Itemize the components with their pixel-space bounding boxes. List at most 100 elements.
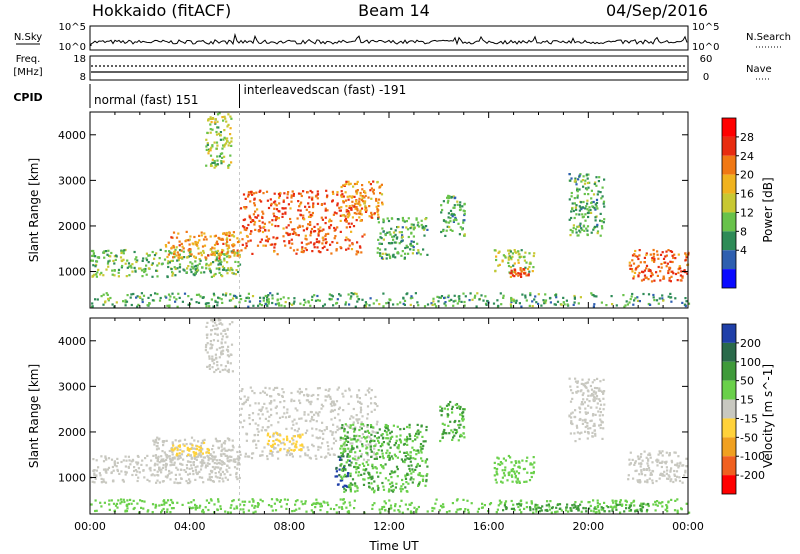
power-cell bbox=[234, 273, 237, 276]
power-cell bbox=[392, 303, 395, 306]
power-cell bbox=[521, 293, 524, 296]
velocity-cell bbox=[220, 353, 223, 356]
velocity-cell bbox=[264, 417, 267, 420]
velocity-cell bbox=[100, 481, 104, 484]
power-cell bbox=[502, 296, 505, 299]
power-cell bbox=[517, 261, 520, 264]
velocity-cell bbox=[497, 504, 500, 507]
velocity-cell bbox=[385, 431, 388, 434]
velocity-cell bbox=[647, 504, 650, 508]
power-cell bbox=[458, 208, 462, 212]
velocity-cell bbox=[215, 324, 218, 327]
velocity-cell bbox=[640, 469, 643, 472]
velocity-cell bbox=[453, 420, 456, 424]
power-cell bbox=[512, 264, 515, 267]
velocity-cell bbox=[605, 505, 608, 508]
velocity-cell bbox=[659, 502, 662, 505]
power-cell bbox=[651, 273, 654, 276]
velocity-cell bbox=[377, 441, 381, 444]
velocity-cell bbox=[216, 476, 219, 479]
velocity-cell bbox=[545, 504, 548, 507]
velocity-cell bbox=[119, 502, 122, 505]
velocity-cell bbox=[412, 478, 415, 481]
power-cell bbox=[531, 305, 534, 308]
velocity-cell bbox=[176, 458, 179, 461]
power-cell bbox=[338, 209, 341, 212]
power-cell bbox=[147, 261, 150, 264]
velocity-cell bbox=[408, 433, 411, 436]
velocity-cell bbox=[211, 355, 214, 358]
velocity-cell bbox=[595, 406, 598, 409]
power-cell bbox=[207, 149, 210, 153]
power-cell bbox=[211, 128, 214, 131]
velocity-cell bbox=[166, 510, 169, 513]
power-cell bbox=[322, 304, 325, 308]
velocity-cell bbox=[221, 460, 224, 464]
velocity-cell bbox=[148, 467, 151, 470]
velocity-cell bbox=[361, 443, 364, 446]
power-cell bbox=[197, 301, 201, 304]
power-cell bbox=[361, 188, 364, 191]
power-cell bbox=[529, 262, 532, 265]
velocity-cell bbox=[224, 368, 227, 371]
velocity-cell bbox=[333, 416, 337, 419]
velocity-cell bbox=[292, 449, 295, 452]
power-cell bbox=[458, 233, 461, 236]
velocity-cell bbox=[150, 459, 153, 462]
power-cell bbox=[273, 246, 276, 249]
velocity-cell bbox=[168, 449, 171, 453]
power-cell bbox=[540, 304, 543, 307]
power-cell bbox=[358, 202, 361, 205]
velocity-cell bbox=[620, 504, 624, 507]
velocity-cell bbox=[228, 466, 231, 469]
velocity-cell bbox=[405, 481, 408, 484]
power-cell bbox=[236, 241, 240, 244]
velocity-cell bbox=[398, 450, 401, 453]
power-cell bbox=[251, 295, 255, 298]
velocity-cell bbox=[95, 469, 98, 472]
velocity-cell bbox=[217, 461, 220, 465]
power-cell bbox=[200, 254, 203, 257]
power-cell bbox=[354, 202, 357, 205]
power-cell bbox=[595, 184, 598, 187]
velocity-cell bbox=[346, 511, 349, 514]
power-cell bbox=[329, 224, 333, 227]
velocity-cell bbox=[358, 428, 361, 432]
power-cell bbox=[316, 190, 319, 193]
velocity-cell bbox=[100, 455, 103, 458]
velocity-cell bbox=[192, 451, 195, 454]
power-cell bbox=[502, 294, 505, 297]
velocity-cell bbox=[514, 476, 517, 479]
power-cell bbox=[638, 254, 641, 257]
velocity-cell bbox=[504, 502, 507, 505]
power-cell bbox=[363, 304, 367, 307]
power-cell bbox=[97, 256, 100, 259]
velocity-cell bbox=[515, 461, 518, 464]
power-cell bbox=[319, 251, 322, 254]
velocity-cell bbox=[227, 350, 230, 353]
power-cell bbox=[544, 300, 547, 303]
velocity-cell bbox=[178, 454, 182, 457]
power-cell bbox=[331, 190, 334, 193]
velocity-cell bbox=[390, 430, 393, 433]
power-cell bbox=[448, 299, 451, 302]
power-cell bbox=[514, 268, 517, 271]
velocity-cell bbox=[360, 427, 363, 430]
power-cell bbox=[200, 271, 203, 274]
power-cell bbox=[587, 211, 590, 214]
velocity-cell bbox=[571, 411, 574, 414]
velocity-cell bbox=[346, 455, 349, 458]
power-cell bbox=[649, 274, 653, 278]
velocity-cell bbox=[656, 458, 659, 461]
velocity-cell bbox=[137, 476, 140, 479]
power-cell bbox=[632, 262, 636, 265]
velocity-cell bbox=[200, 454, 203, 457]
power-cell bbox=[173, 266, 176, 269]
power-cell bbox=[662, 275, 665, 278]
power-cell bbox=[513, 249, 516, 252]
power-cell bbox=[267, 298, 270, 301]
power-cell bbox=[250, 190, 253, 193]
power-cell bbox=[586, 199, 589, 202]
velocity-cell bbox=[143, 500, 146, 503]
velocity-cell bbox=[340, 469, 344, 472]
